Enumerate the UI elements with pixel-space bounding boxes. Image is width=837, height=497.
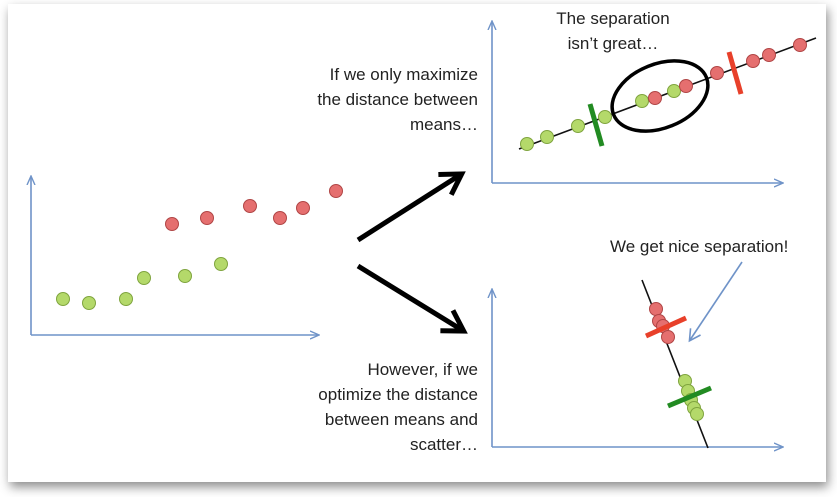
caption-separation-bad: The separation isn’t great…: [556, 9, 670, 53]
green-point: [540, 130, 554, 144]
green-point: [690, 407, 704, 421]
red-point: [273, 211, 287, 225]
overlap-ellipse: [610, 59, 710, 133]
red-point: [679, 79, 693, 93]
green-point: [119, 292, 133, 306]
caption-optimize-scatter: However, if we optimize the distance bet…: [318, 360, 478, 454]
arrow-up-right-icon: [356, 171, 466, 243]
green-point: [598, 110, 612, 124]
left-plot-red-points: [165, 184, 343, 231]
red-point: [329, 184, 343, 198]
red-point: [762, 48, 776, 62]
arrow-down-right-icon: [356, 263, 468, 334]
green-point: [520, 137, 534, 151]
green-point: [178, 269, 192, 283]
top-plot-green-points: [520, 84, 681, 151]
caption-separation-good: We get nice separation!: [610, 237, 789, 256]
green-point: [635, 94, 649, 108]
left-plot-green-points: [56, 257, 228, 310]
green-point: [571, 119, 585, 133]
green-point: [56, 292, 70, 306]
top-plot: [492, 22, 817, 183]
red-point: [296, 201, 310, 215]
red-point: [200, 211, 214, 225]
arrow-down-left-icon: [688, 261, 743, 343]
red-point: [793, 38, 807, 52]
red-point: [648, 91, 662, 105]
left-plot: [31, 177, 343, 335]
bottom-plot-green-points: [678, 374, 704, 421]
caption-maximize-means: If we only maximize the distance between…: [317, 65, 478, 134]
bottom-plot: [492, 261, 782, 448]
green-point: [82, 296, 96, 310]
red-point: [243, 199, 257, 213]
green-mean-marker: [667, 385, 712, 409]
red-point: [661, 330, 675, 344]
green-point: [137, 271, 151, 285]
red-point: [649, 302, 663, 316]
green-point: [214, 257, 228, 271]
red-mean-marker: [644, 315, 688, 339]
green-mean-marker: [587, 103, 605, 147]
top-plot-red-points: [648, 38, 807, 105]
red-point: [165, 217, 179, 231]
red-point: [710, 66, 724, 80]
red-mean-marker: [726, 51, 744, 95]
red-point: [746, 54, 760, 68]
green-point: [667, 84, 681, 98]
